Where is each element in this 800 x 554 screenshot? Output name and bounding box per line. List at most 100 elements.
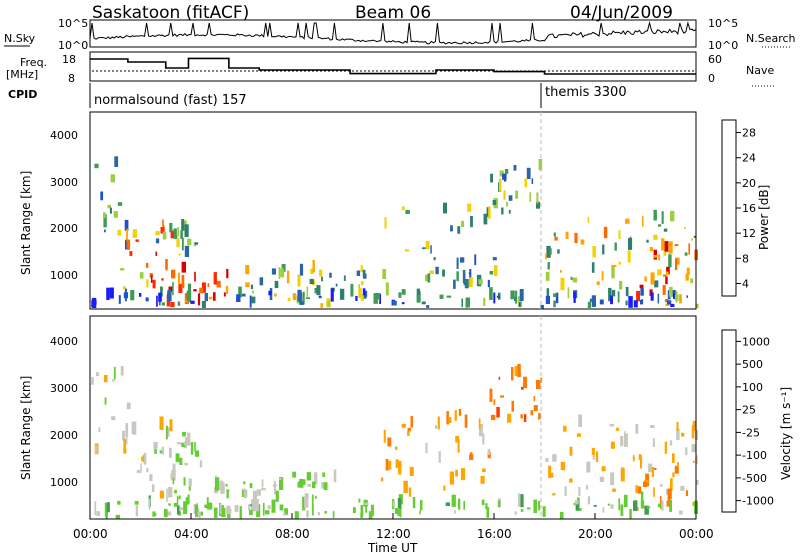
- echo-cell: [373, 293, 378, 304]
- echo-cell: [483, 297, 486, 306]
- echo-cell: [395, 459, 399, 468]
- echo-cell: [370, 504, 374, 517]
- colorbar-tick-label: 1000: [742, 335, 770, 348]
- nsky-trace: [89, 21, 697, 45]
- power-ytick-4000: 4000: [50, 129, 78, 142]
- echo-cell: [688, 243, 690, 255]
- echo-cell: [479, 424, 483, 437]
- power-colorbar-ticks: 28 24 20 16 12 8 4: [736, 127, 756, 290]
- echo-cell: [253, 490, 257, 501]
- echo-cell: [150, 275, 153, 283]
- echo-cell: [199, 287, 203, 294]
- echo-cell: [553, 232, 556, 237]
- velocity-heatmap: [91, 363, 699, 519]
- echo-cell: [177, 442, 182, 445]
- echo-cell: [578, 414, 582, 427]
- echo-cell: [549, 472, 554, 478]
- echo-cell: [677, 462, 679, 468]
- echo-cell: [124, 219, 129, 231]
- power-colorbar-frame: [721, 119, 737, 297]
- echo-cell: [364, 502, 369, 506]
- echo-cell: [312, 259, 315, 273]
- echo-cell: [228, 508, 232, 513]
- echo-cell: [520, 494, 524, 508]
- echo-cell: [397, 498, 402, 510]
- echo-cell: [312, 503, 314, 516]
- echo-cell: [132, 229, 137, 238]
- echo-cell: [333, 469, 337, 483]
- echo-cell: [146, 279, 149, 288]
- echo-cell: [540, 304, 544, 309]
- echo-cell: [251, 499, 256, 512]
- echo-cell: [502, 173, 507, 180]
- echo-cell: [262, 502, 265, 516]
- echo-cell: [435, 266, 439, 275]
- echo-cell: [557, 249, 560, 254]
- echo-cell: [653, 468, 657, 470]
- echo-cell: [587, 496, 591, 505]
- beam-label: Beam 06: [355, 3, 431, 23]
- echo-cell: [352, 507, 356, 513]
- freq-unit-label: [MHz]: [6, 68, 38, 81]
- echo-cell: [640, 299, 644, 305]
- echo-cell: [279, 477, 284, 490]
- echo-cell: [165, 425, 168, 440]
- echo-cell: [178, 253, 181, 256]
- echo-cell: [286, 270, 290, 284]
- echo-cell: [221, 505, 224, 513]
- echo-cell: [490, 173, 493, 183]
- velocity-ytick-4000: 4000: [50, 335, 78, 348]
- echo-cell: [362, 269, 366, 277]
- echo-cell: [664, 299, 669, 303]
- echo-cell: [653, 249, 657, 260]
- echo-cell: [552, 454, 557, 462]
- echo-cell: [153, 441, 158, 449]
- echo-cell: [463, 273, 466, 286]
- echo-cell: [437, 416, 440, 430]
- echo-cell: [199, 460, 203, 468]
- echo-cell: [602, 244, 605, 255]
- echo-cell: [685, 273, 689, 281]
- echo-cell: [292, 293, 297, 301]
- echo-cell: [259, 277, 264, 286]
- echo-cell: [565, 231, 569, 239]
- echo-cell: [172, 282, 174, 296]
- echo-cell: [278, 267, 281, 280]
- echo-cell: [489, 271, 494, 275]
- echo-cell: [640, 491, 644, 505]
- echo-cell: [636, 486, 642, 494]
- echo-cell: [329, 272, 332, 278]
- echo-cell: [591, 295, 596, 307]
- echo-cell: [134, 501, 139, 505]
- echo-cell: [236, 294, 241, 302]
- power-ytick-2000: 2000: [50, 222, 78, 235]
- echo-cell: [268, 290, 272, 296]
- echo-cell: [665, 303, 670, 306]
- echo-cell: [481, 499, 485, 506]
- echo-cell: [646, 239, 649, 243]
- echo-cell: [225, 484, 228, 487]
- echo-cell: [545, 253, 547, 260]
- echo-cell: [238, 286, 242, 298]
- echo-cell: [356, 270, 361, 276]
- echo-cell: [470, 215, 473, 228]
- echo-cell: [592, 453, 595, 460]
- cpid-panel: CPID normalsound (fast) 157 themis 3300: [8, 83, 627, 108]
- echo-cell: [363, 296, 367, 299]
- echo-cell: [439, 294, 444, 299]
- echo-cell: [549, 248, 552, 255]
- echo-cell: [632, 455, 635, 462]
- echo-cell: [410, 416, 414, 428]
- echo-cell: [179, 457, 183, 465]
- echo-cell: [250, 284, 254, 290]
- echo-cell: [332, 511, 335, 518]
- echo-cell: [564, 486, 567, 496]
- echo-cell: [492, 257, 497, 261]
- echo-cell: [355, 295, 358, 301]
- colorbar-tick-label: 20: [742, 177, 756, 190]
- velocity-frame: [89, 315, 697, 520]
- echo-cell: [607, 503, 610, 506]
- echo-cell: [478, 418, 481, 429]
- echo-cell: [504, 169, 509, 174]
- echo-cell: [536, 201, 541, 209]
